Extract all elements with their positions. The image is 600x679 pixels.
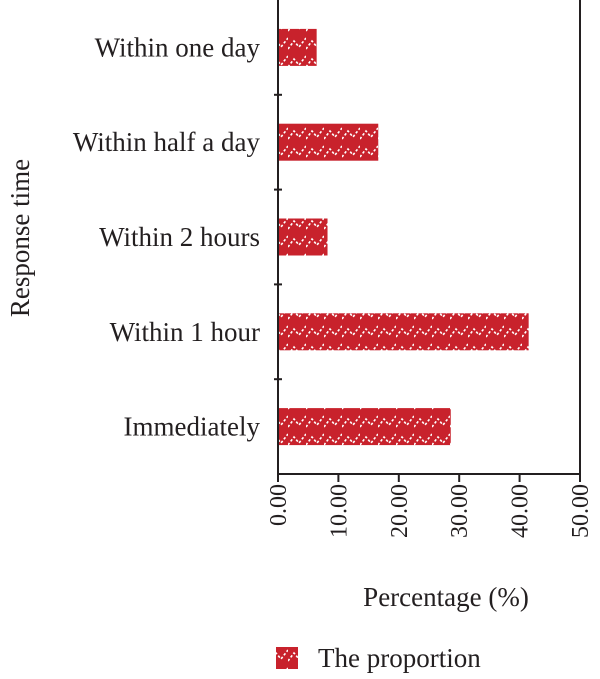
bar-within-half-a-day: [279, 123, 379, 161]
legend-label: The proportion: [318, 643, 481, 673]
category-label: Within half a day: [73, 127, 261, 157]
x-axis-title: Percentage (%): [363, 582, 529, 612]
legend: The proportion: [276, 643, 481, 673]
category-label: Within one day: [95, 32, 261, 62]
plot-area: Within one day Within half a day Within 2 …: [73, 0, 594, 538]
x-tick-label: 30.00: [447, 484, 473, 538]
x-tick-label: 0.00: [266, 484, 292, 526]
bar-immediately: [279, 408, 451, 446]
category-label: Immediately: [124, 412, 261, 442]
x-tick-label: 10.00: [326, 484, 352, 538]
category-label: Within 1 hour: [110, 317, 260, 347]
legend-swatch: [276, 647, 298, 669]
bar-within-1-hour: [279, 313, 529, 351]
x-tick-label: 50.00: [568, 484, 594, 538]
y-axis-title: Response time: [5, 159, 35, 317]
bar-within-2-hours: [279, 218, 328, 256]
x-tick-label: 40.00: [508, 484, 534, 538]
category-label: Within 2 hours: [99, 222, 260, 252]
bar-within-one-day: [279, 28, 317, 66]
x-tick-label: 20.00: [387, 484, 413, 538]
